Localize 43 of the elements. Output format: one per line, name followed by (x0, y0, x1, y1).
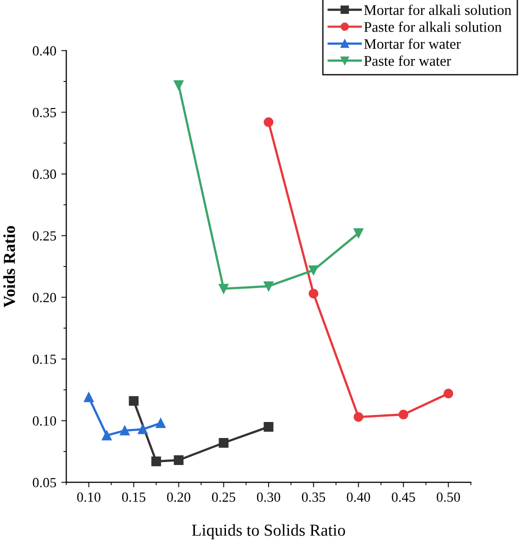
point (120, 426, 130, 436)
point (151, 456, 162, 466)
y-tick-label: 0.10 (32, 416, 56, 426)
point (174, 455, 184, 466)
x-axis-title: Liquids to Solids Ratio (192, 524, 346, 540)
x-tick-label: 0.35 (302, 492, 326, 502)
x-tick-label: 0.20 (167, 492, 190, 502)
point (138, 424, 148, 434)
y-tick-label: 0.35 (32, 108, 56, 118)
legend-label: Paste for water (364, 55, 452, 66)
legend-label: Mortar for water (364, 38, 461, 49)
y-tick-label: 0.20 (32, 292, 56, 302)
point (264, 422, 274, 432)
point (174, 80, 184, 90)
point (444, 388, 454, 398)
point (218, 438, 228, 448)
point (264, 281, 274, 292)
legend-label: Paste for alkali solution (364, 22, 502, 32)
x-tick-label: 0.45 (392, 492, 416, 502)
point (308, 288, 318, 298)
legend-label: Mortar for alkali solution (364, 4, 512, 15)
x-tick-label: 0.40 (346, 492, 370, 502)
y-axis-title: Voids Ratio (3, 226, 16, 308)
y-tick-label: 0.05 (32, 478, 56, 488)
y-tick-label: 0.30 (32, 170, 56, 179)
point (84, 392, 94, 402)
x-tick-label: 0.50 (436, 492, 460, 502)
y-tick-label: 0.25 (32, 231, 56, 241)
y-tick-label: 0.15 (32, 354, 56, 364)
point (264, 117, 274, 128)
point (218, 284, 228, 294)
y-tick-label: 0.40 (32, 46, 56, 56)
x-tick-label: 0.25 (212, 492, 236, 502)
point (102, 430, 112, 440)
x-tick-label: 0.10 (77, 492, 100, 502)
x-tick-label: 0.30 (256, 492, 280, 502)
point (398, 410, 408, 420)
point (308, 265, 318, 276)
x-tick-label: 0.15 (122, 492, 146, 502)
point (156, 418, 166, 428)
point (128, 396, 139, 406)
point (354, 228, 364, 238)
point (354, 412, 364, 422)
